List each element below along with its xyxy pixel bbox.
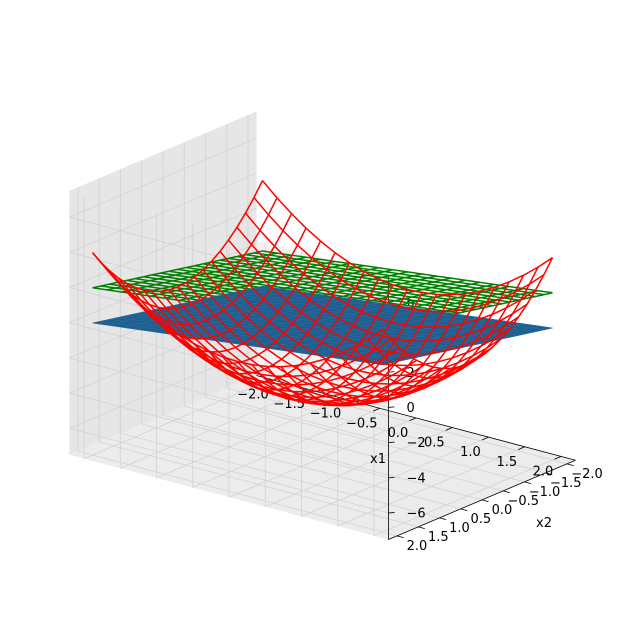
y-tick-label: −0.5	[508, 494, 540, 509]
side-gridline-z	[69, 348, 257, 429]
y-tick-label: 2.0	[407, 539, 428, 554]
floor-gridline-y	[99, 441, 419, 528]
x-axis-label: x1	[370, 452, 386, 467]
z-tick	[388, 476, 395, 479]
floor-gridline-y	[162, 414, 483, 501]
floor-gridline-y	[184, 405, 504, 492]
surface-mesh-line	[324, 319, 495, 357]
surface-mesh-line	[143, 311, 434, 355]
surface-mesh-line	[338, 321, 510, 359]
y-tick	[545, 472, 553, 476]
y-tick	[460, 508, 468, 512]
y-tick	[524, 481, 532, 485]
surface-mesh-line	[367, 325, 539, 363]
red-wireframe-line	[134, 286, 426, 403]
z-tick	[388, 371, 395, 373]
x-tick-label: −2.0	[237, 387, 269, 402]
y-tick	[396, 535, 404, 539]
y-tick-label: 1.0	[449, 521, 470, 536]
z-tick-label: −4	[407, 471, 426, 486]
y-axis-label: x2	[536, 516, 552, 531]
red-wireframe-line	[294, 293, 467, 406]
red-wireframe-line	[100, 261, 392, 378]
x-tick-label: −0.5	[346, 416, 378, 431]
x-tick	[518, 446, 525, 450]
x-tick-label: −1.0	[310, 407, 342, 422]
surface-mesh-line	[160, 308, 451, 351]
y-tick-label: 0.5	[470, 512, 491, 527]
surface-mesh-line	[151, 309, 443, 353]
side-gridline-z	[69, 172, 257, 253]
x-tick	[373, 407, 380, 412]
surface-mesh-line	[309, 317, 481, 355]
floor-gridline-y	[77, 450, 398, 537]
y-tick-label: 0.0	[492, 503, 513, 518]
x-tick	[445, 427, 453, 431]
floor-gridline-y	[141, 423, 461, 510]
surface-mesh-line	[126, 315, 417, 358]
surface-mesh-line	[92, 322, 383, 366]
x-tick-label: 1.0	[460, 445, 481, 460]
z-tick	[388, 406, 395, 408]
red-wireframe-line	[338, 281, 510, 394]
z-tick	[388, 441, 395, 444]
x-tick-label: 0.5	[424, 436, 445, 451]
side-gridline-z	[69, 207, 257, 288]
red-wireframe-line	[323, 286, 496, 399]
red-wireframe-line	[91, 252, 383, 368]
red-wireframe-line	[265, 294, 438, 407]
x-tick-label: 1.5	[496, 455, 517, 470]
y-tick-label: 1.5	[428, 530, 449, 545]
back-gridline-z	[69, 392, 389, 479]
y-tick-label: −2.0	[571, 467, 603, 482]
red-wireframe-line	[352, 274, 525, 387]
surface-mesh-line	[382, 327, 553, 366]
x-tick	[481, 436, 489, 441]
y-tick	[481, 499, 489, 503]
floor-gridline-y	[226, 387, 546, 474]
y-tick-label: −1.5	[550, 476, 582, 491]
z-tick	[388, 512, 395, 514]
x-tick-label: 0.0	[388, 426, 409, 441]
x-tick	[554, 456, 562, 460]
y-tick	[418, 526, 425, 530]
surface-mesh-line	[266, 311, 437, 349]
x-tick	[409, 417, 417, 422]
y-tick-label: −1.0	[529, 485, 561, 500]
back-gridline-z	[69, 427, 389, 514]
red-wireframe-line	[367, 266, 539, 379]
z-tick-label: −2	[407, 436, 426, 451]
y-tick	[566, 463, 574, 467]
floor-gridline-y	[205, 396, 525, 483]
back-gridline-z	[69, 357, 389, 444]
z-tick-label: −6	[407, 507, 426, 522]
red-wireframe-line	[381, 257, 554, 370]
side-gridline-z	[69, 137, 257, 218]
y-tick	[503, 490, 510, 494]
green-wireframe-line	[177, 268, 468, 312]
floor-gridline-y	[120, 432, 440, 519]
y-tick	[439, 517, 447, 521]
x-tick-label: 2.0	[533, 464, 554, 479]
surface-mesh-line	[117, 317, 409, 360]
z-tick-label: 0	[407, 401, 415, 416]
